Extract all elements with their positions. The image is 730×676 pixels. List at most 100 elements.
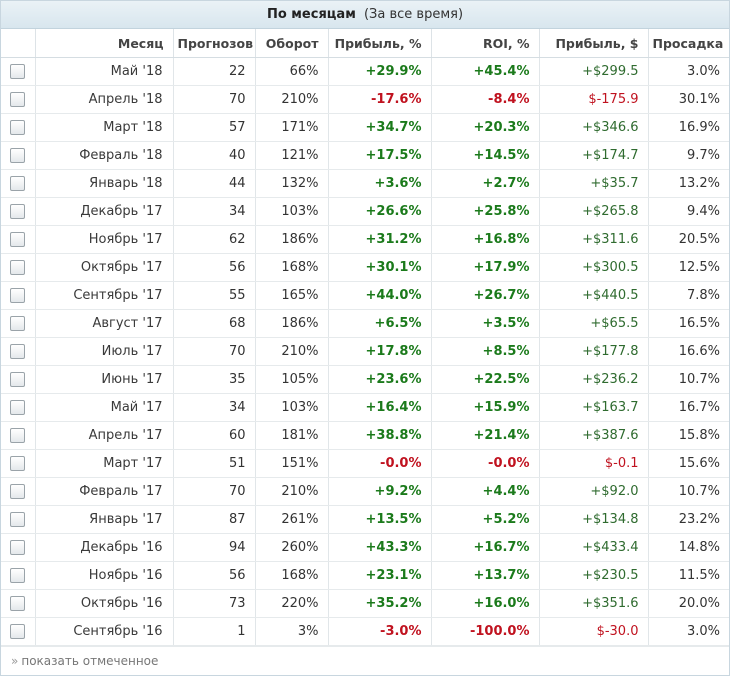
cell-profit-usd: +$236.2 bbox=[539, 365, 649, 394]
cell-forecasts: 51 bbox=[173, 449, 256, 478]
panel-header: По месяцам (За все время) bbox=[1, 1, 729, 29]
cell-roi: +22.5% bbox=[431, 365, 540, 394]
cell-turnover: 168% bbox=[255, 561, 329, 590]
row-checkbox-cell bbox=[1, 309, 36, 338]
row-checkbox[interactable] bbox=[10, 260, 26, 275]
show-selected-link[interactable]: показать отмеченное bbox=[21, 654, 159, 668]
cell-month: Декабрь '17 bbox=[35, 197, 174, 226]
table-row: Октябрь '17 56 168% +30.1% +17.9% +$300.5 12.5… bbox=[1, 253, 729, 282]
row-checkbox[interactable] bbox=[10, 176, 26, 191]
row-checkbox[interactable] bbox=[10, 568, 26, 583]
panel-title: По месяцам bbox=[266, 7, 356, 22]
row-checkbox[interactable] bbox=[10, 540, 26, 555]
cell-profit-pct: +16.4% bbox=[328, 393, 432, 422]
cell-roi: +2.7% bbox=[431, 169, 540, 198]
cell-forecasts: 87 bbox=[173, 505, 256, 534]
row-checkbox-cell bbox=[1, 533, 36, 562]
cell-month: Январь '18 bbox=[35, 169, 174, 198]
cell-roi: +16.7% bbox=[431, 533, 540, 562]
cell-drawdown: 16.6% bbox=[648, 337, 729, 366]
cell-month: Декабрь '16 bbox=[35, 533, 174, 562]
row-checkbox-cell bbox=[1, 449, 36, 478]
cell-turnover: 3% bbox=[255, 617, 329, 646]
column-header-roi[interactable]: ROI, % bbox=[431, 29, 540, 58]
table-row: Сентябрь '17 55 165% +44.0% +26.7% +$440.5 7.8… bbox=[1, 281, 729, 310]
cell-roi: +26.7% bbox=[431, 281, 540, 310]
column-header-profit-pct[interactable]: Прибыль, % bbox=[328, 29, 432, 58]
column-header-profit-usd[interactable]: Прибыль, $ bbox=[539, 29, 649, 58]
cell-roi: +3.5% bbox=[431, 309, 540, 338]
cell-turnover: 210% bbox=[255, 477, 329, 506]
cell-forecasts: 56 bbox=[173, 253, 256, 282]
cell-profit-pct: -3.0% bbox=[328, 617, 432, 646]
row-checkbox[interactable] bbox=[10, 316, 26, 331]
cell-roi: -8.4% bbox=[431, 85, 540, 114]
cell-profit-pct: -17.6% bbox=[328, 85, 432, 114]
cell-drawdown: 20.0% bbox=[648, 589, 729, 618]
table-row: Февраль '17 70 210% +9.2% +4.4% +$92.0 10.7% bbox=[1, 477, 729, 506]
cell-drawdown: 10.7% bbox=[648, 477, 729, 506]
row-checkbox[interactable] bbox=[10, 596, 26, 611]
row-checkbox[interactable] bbox=[10, 232, 26, 247]
cell-turnover: 103% bbox=[255, 393, 329, 422]
row-checkbox[interactable] bbox=[10, 288, 26, 303]
row-checkbox[interactable] bbox=[10, 204, 26, 219]
row-checkbox[interactable] bbox=[10, 484, 26, 499]
cell-drawdown: 20.5% bbox=[648, 225, 729, 254]
cell-month: Апрель '17 bbox=[35, 421, 174, 450]
table-row: Декабрь '16 94 260% +43.3% +16.7% +$433.4 14.8… bbox=[1, 533, 729, 562]
row-checkbox[interactable] bbox=[10, 372, 26, 387]
cell-turnover: 121% bbox=[255, 141, 329, 170]
table-row: Январь '17 87 261% +13.5% +5.2% +$134.8 23.2% bbox=[1, 505, 729, 534]
row-checkbox-cell bbox=[1, 589, 36, 618]
cell-roi: +17.9% bbox=[431, 253, 540, 282]
cell-roi: +20.3% bbox=[431, 113, 540, 142]
cell-forecasts: 94 bbox=[173, 533, 256, 562]
cell-profit-usd: +$230.5 bbox=[539, 561, 649, 590]
cell-profit-pct: +44.0% bbox=[328, 281, 432, 310]
cell-drawdown: 10.7% bbox=[648, 365, 729, 394]
row-checkbox[interactable] bbox=[10, 456, 26, 471]
row-checkbox[interactable] bbox=[10, 428, 26, 443]
cell-forecasts: 68 bbox=[173, 309, 256, 338]
row-checkbox[interactable] bbox=[10, 344, 26, 359]
cell-profit-usd: +$300.5 bbox=[539, 253, 649, 282]
row-checkbox[interactable] bbox=[10, 120, 26, 135]
row-checkbox[interactable] bbox=[10, 148, 26, 163]
row-checkbox-cell bbox=[1, 337, 36, 366]
cell-drawdown: 15.8% bbox=[648, 421, 729, 450]
cell-month: Май '17 bbox=[35, 393, 174, 422]
cell-month: Март '17 bbox=[35, 449, 174, 478]
cell-turnover: 171% bbox=[255, 113, 329, 142]
row-checkbox[interactable] bbox=[10, 64, 26, 79]
cell-roi: +15.9% bbox=[431, 393, 540, 422]
column-header-drawdown[interactable]: Просадка bbox=[648, 29, 729, 58]
row-checkbox[interactable] bbox=[10, 92, 26, 107]
cell-month: Сентябрь '17 bbox=[35, 281, 174, 310]
cell-roi: +25.8% bbox=[431, 197, 540, 226]
cell-turnover: 105% bbox=[255, 365, 329, 394]
table-row: Август '17 68 186% +6.5% +3.5% +$65.5 16.5% bbox=[1, 309, 729, 338]
column-header-month[interactable]: Месяц bbox=[35, 29, 174, 58]
cell-profit-pct: -0.0% bbox=[328, 449, 432, 478]
cell-profit-usd: +$433.4 bbox=[539, 533, 649, 562]
table-row: Июль '17 70 210% +17.8% +8.5% +$177.8 16.6% bbox=[1, 337, 729, 366]
cell-drawdown: 23.2% bbox=[648, 505, 729, 534]
row-checkbox[interactable] bbox=[10, 400, 26, 415]
cell-profit-usd: +$351.6 bbox=[539, 589, 649, 618]
row-checkbox[interactable] bbox=[10, 624, 26, 639]
table-row: Июнь '17 35 105% +23.6% +22.5% +$236.2 10.7% bbox=[1, 365, 729, 394]
cell-profit-usd: +$177.8 bbox=[539, 337, 649, 366]
cell-forecasts: 70 bbox=[173, 337, 256, 366]
column-header-turnover[interactable]: Оборот bbox=[255, 29, 329, 58]
cell-profit-pct: +31.2% bbox=[328, 225, 432, 254]
cell-drawdown: 16.5% bbox=[648, 309, 729, 338]
column-header-forecasts[interactable]: Прогнозов bbox=[173, 29, 256, 58]
cell-month: Март '18 bbox=[35, 113, 174, 142]
row-checkbox[interactable] bbox=[10, 512, 26, 527]
cell-drawdown: 3.0% bbox=[648, 57, 729, 86]
row-checkbox-cell bbox=[1, 421, 36, 450]
cell-roi: +16.8% bbox=[431, 225, 540, 254]
cell-roi: +4.4% bbox=[431, 477, 540, 506]
cell-profit-pct: +3.6% bbox=[328, 169, 432, 198]
